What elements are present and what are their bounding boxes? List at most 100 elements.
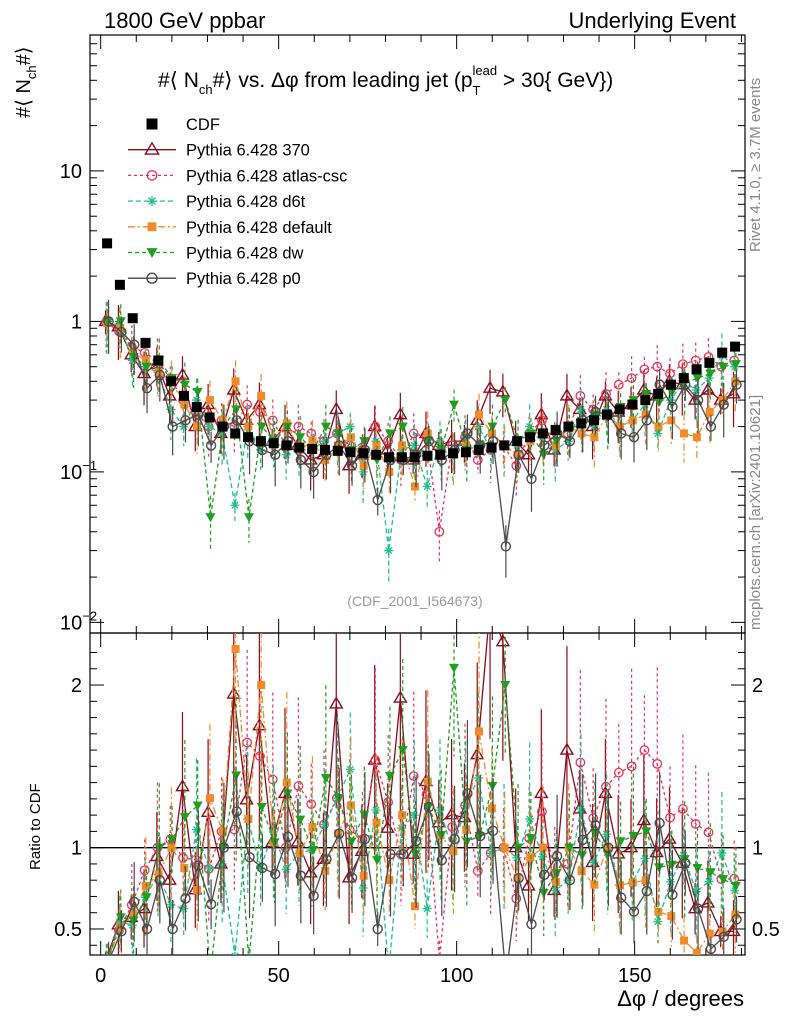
ratio-data-point bbox=[667, 912, 676, 921]
ratio-data-point bbox=[484, 600, 496, 610]
cdf-data-point bbox=[243, 432, 254, 443]
ratio-data-point bbox=[640, 854, 650, 864]
ratio-data-point bbox=[308, 890, 319, 901]
ratio-data-point bbox=[475, 830, 486, 842]
ratio-data-point bbox=[104, 953, 107, 955]
ratio-data-point bbox=[615, 881, 624, 890]
data-point bbox=[256, 422, 267, 432]
ratio-data-point bbox=[641, 885, 653, 897]
ratio-data-point bbox=[577, 834, 588, 846]
ratio-data-point bbox=[226, 686, 241, 699]
header-left: 1800 GeV ppbar bbox=[104, 8, 265, 33]
cdf-data-point bbox=[537, 428, 548, 439]
data-point bbox=[639, 364, 650, 375]
ratio-data-point bbox=[590, 820, 601, 831]
ratio-data-point bbox=[129, 910, 138, 919]
title-mid: #⟩ vs. Δφ from leading jet (p bbox=[213, 69, 473, 92]
data-point bbox=[526, 473, 537, 484]
ratio-data-point bbox=[435, 956, 444, 965]
cdf-data-point bbox=[345, 447, 356, 458]
ratio-data-point bbox=[577, 866, 586, 875]
cdf-data-point bbox=[268, 438, 279, 449]
ratio-data-point bbox=[705, 868, 716, 878]
ratio-data-point bbox=[680, 936, 689, 945]
ratio-data-point bbox=[602, 829, 612, 839]
ratio-y-tick-label: 0.5 bbox=[54, 919, 82, 941]
cdf-data-point bbox=[102, 238, 113, 249]
legend-label: Pythia 6.428 p0 bbox=[186, 270, 301, 288]
data-point bbox=[167, 421, 178, 432]
ratio-data-point bbox=[205, 794, 214, 803]
ratio-data-point bbox=[525, 834, 536, 844]
data-point bbox=[559, 388, 575, 401]
ratio-data-point bbox=[448, 663, 459, 673]
cdf-data-point bbox=[204, 412, 215, 423]
data-point bbox=[384, 429, 395, 439]
ratio-data-point bbox=[372, 923, 383, 935]
ratio-data-point bbox=[257, 862, 268, 874]
ratio-y-tick-label: 2 bbox=[71, 675, 82, 697]
ratio-data-point bbox=[293, 781, 304, 791]
data-point bbox=[193, 422, 202, 431]
data-point bbox=[269, 449, 281, 460]
data-point bbox=[308, 437, 317, 446]
cdf-data-point bbox=[127, 313, 138, 324]
ratio-data-point bbox=[346, 837, 357, 847]
title-sup2: lead bbox=[473, 63, 498, 78]
ratio-data-point bbox=[257, 681, 266, 690]
ratio-data-point bbox=[705, 943, 717, 955]
data-point bbox=[345, 422, 355, 432]
main-series-layer bbox=[98, 238, 742, 584]
ratio-data-point bbox=[423, 801, 435, 813]
data-point bbox=[590, 433, 599, 442]
ratio-data-point bbox=[628, 878, 637, 887]
ratio-data-point bbox=[206, 971, 216, 980]
cdf-data-point bbox=[319, 444, 330, 455]
cdf-data-point bbox=[166, 376, 177, 387]
data-point bbox=[525, 422, 535, 432]
cdf-data-point bbox=[217, 421, 228, 432]
ratio-data-point bbox=[162, 872, 177, 885]
data-point bbox=[256, 445, 266, 455]
ratio-y-tick-label: 1 bbox=[71, 838, 82, 860]
cdf-data-point bbox=[371, 449, 382, 460]
data-point bbox=[602, 404, 612, 414]
ratio-data-point bbox=[628, 832, 639, 842]
data-point bbox=[475, 410, 484, 419]
cdf-data-point bbox=[627, 399, 638, 410]
ratio-data-point bbox=[295, 815, 306, 825]
data-point bbox=[320, 436, 330, 446]
ratio-data-point bbox=[359, 833, 371, 845]
legend-entry-atlas: Pythia 6.428 atlas-csc bbox=[128, 167, 347, 185]
data-point bbox=[665, 368, 675, 379]
ratio-data-point bbox=[127, 920, 137, 930]
ratio-data-point bbox=[539, 843, 548, 852]
cdf-data-point bbox=[448, 448, 459, 459]
cdf-data-point bbox=[640, 395, 651, 406]
x-tick-label: 50 bbox=[268, 965, 290, 987]
data-point bbox=[692, 433, 701, 442]
data-point bbox=[534, 407, 549, 420]
cdf-data-point bbox=[653, 388, 664, 399]
data-point bbox=[329, 401, 344, 415]
ratio-data-point bbox=[231, 951, 239, 955]
ratio-data-point bbox=[358, 883, 368, 893]
ratio-data-point bbox=[178, 852, 188, 863]
data-point bbox=[434, 526, 445, 537]
ratio-data-point bbox=[334, 828, 345, 839]
data-point bbox=[295, 454, 307, 466]
ratio-data-point bbox=[179, 904, 189, 914]
ratio-data-point bbox=[116, 926, 127, 937]
ratio-data-point bbox=[662, 831, 677, 844]
data-point bbox=[180, 400, 189, 409]
cdf-data-point bbox=[140, 337, 151, 348]
ratio-data-point bbox=[410, 835, 422, 847]
ratio-panel-frame: 0 50 100 150 0.5 0.5 1 1 2 2 bbox=[54, 632, 780, 987]
series-cdf bbox=[102, 238, 741, 463]
title-sub1: ch bbox=[199, 82, 213, 97]
data-point bbox=[231, 377, 240, 386]
data-point bbox=[692, 374, 703, 384]
ratio-y-tick-label-right: 2 bbox=[752, 675, 763, 697]
ratio-y-axis-label: Ratio to CDF bbox=[27, 783, 44, 870]
ratio-data-point bbox=[449, 833, 460, 845]
